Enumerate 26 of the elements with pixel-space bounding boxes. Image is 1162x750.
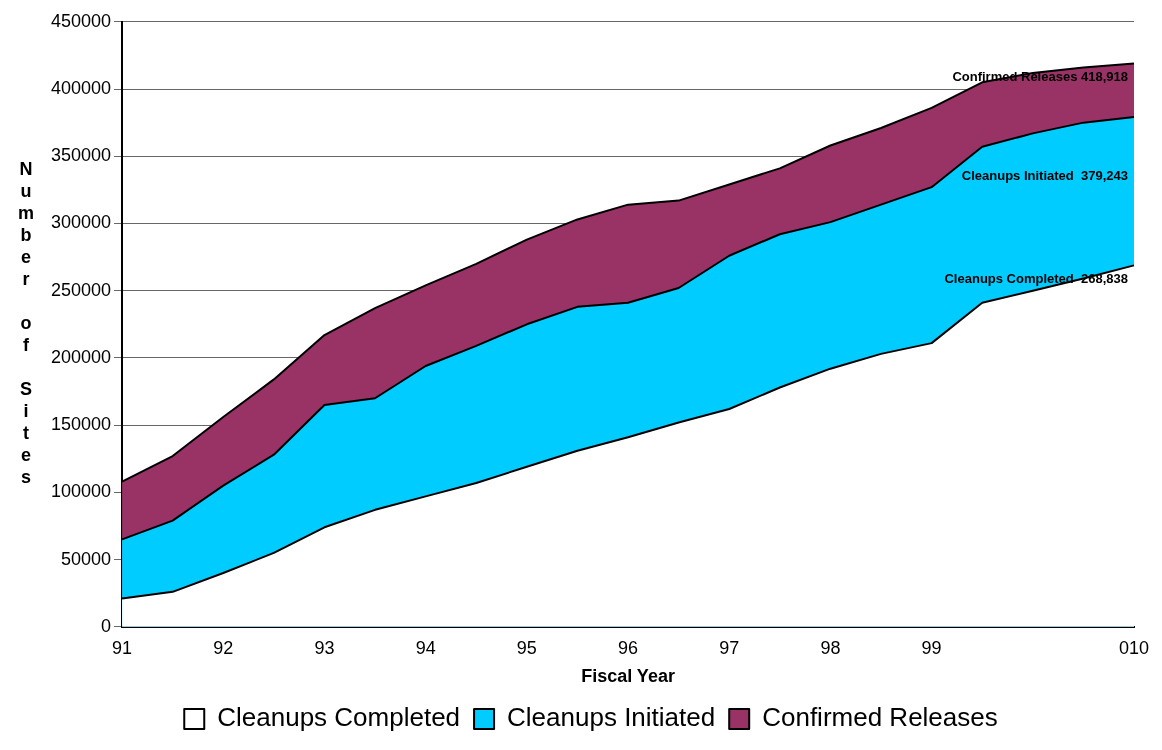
y-tick-label: 100000	[50, 481, 112, 502]
x-tick-label: 97	[719, 637, 740, 658]
x-tick-label: 93	[314, 637, 335, 658]
x-tick-label: 94	[415, 637, 436, 658]
y-tick-label: 0	[101, 615, 112, 636]
y-tick-label: 400000	[50, 77, 112, 98]
y-tick-label: 350000	[50, 145, 112, 166]
legend-label: Cleanups Completed	[217, 702, 461, 733]
x-axis-title: Fiscal Year	[581, 666, 675, 687]
x-tick-label: 010	[1118, 637, 1150, 658]
y-tick-label: 50000	[61, 548, 112, 569]
legend-label: Cleanups Initiated	[507, 702, 716, 733]
y-tick-label: 300000	[50, 212, 112, 233]
x-tick-label: 92	[213, 637, 234, 658]
x-tick-label: 95	[516, 637, 537, 658]
x-tick-label: 98	[820, 637, 841, 658]
x-tick-label: 96	[618, 637, 639, 658]
y-tick-label: 150000	[50, 414, 112, 435]
text: Number of Sites	[17, 159, 35, 488]
x-tick-label: 99	[921, 637, 942, 658]
y-tick-label: 450000	[50, 10, 112, 31]
annotation: Cleanups Initiated 379,243	[961, 167, 1128, 183]
legend-label: Confirmed Releases	[762, 702, 998, 733]
y-tick-label: 250000	[50, 279, 112, 300]
x-tick-label: 91	[112, 637, 133, 658]
y-tick-label: 200000	[50, 346, 112, 367]
